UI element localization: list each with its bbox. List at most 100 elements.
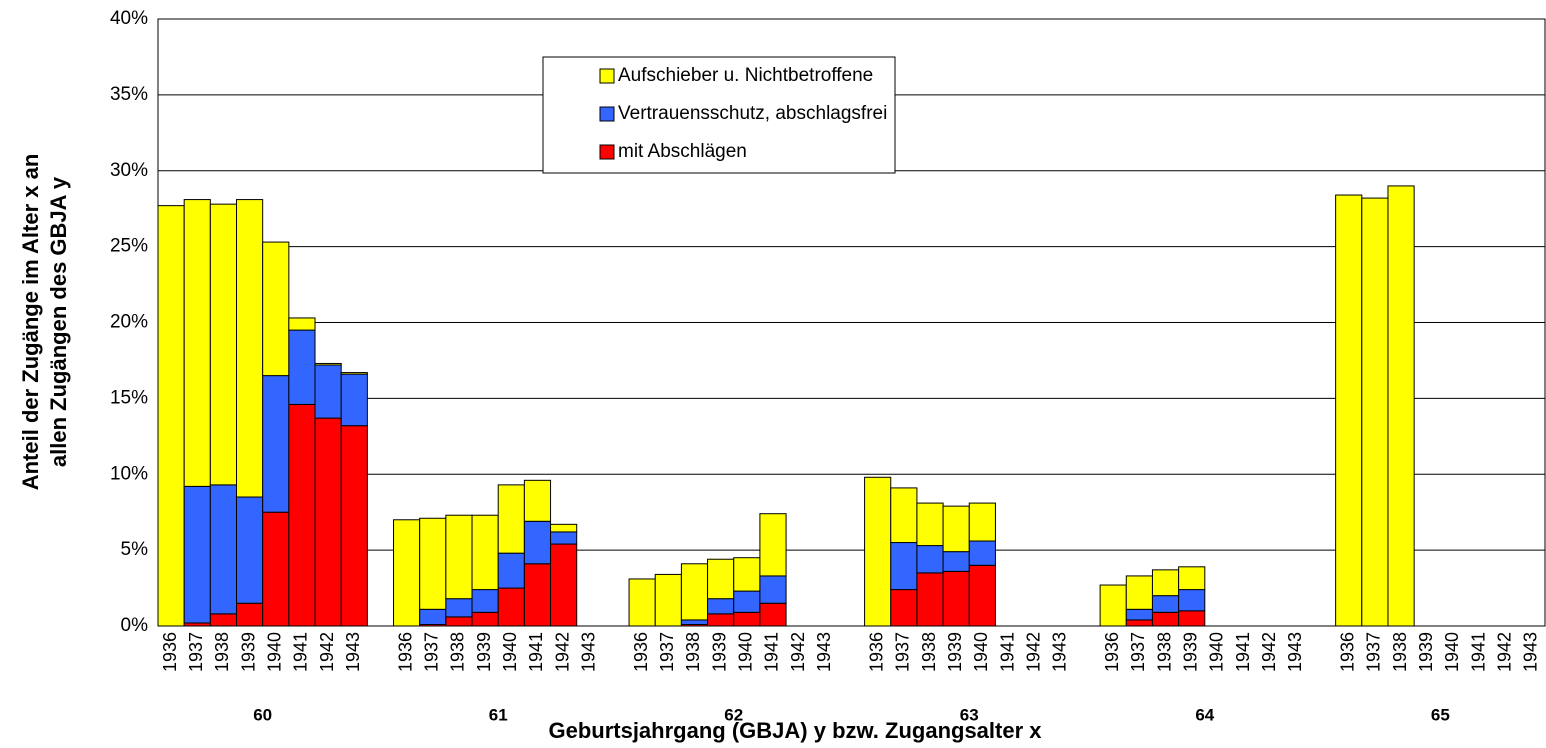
bar-segment [314, 362, 342, 366]
x-tick-label: 1940 [736, 632, 756, 672]
x-tick-label: 1936 [866, 632, 886, 672]
bar-segment [550, 523, 578, 533]
x-tick-label: 1938 [1390, 632, 1410, 672]
bar-segment [445, 616, 473, 627]
y-axis-title: Anteil der Zugänge im Alter x an [18, 154, 43, 491]
bar-segment [262, 375, 290, 513]
bar-segment [733, 611, 761, 627]
y-tick-label: 15% [110, 387, 148, 408]
x-tick-label: 1943 [1285, 632, 1305, 672]
bar-segment [654, 573, 682, 627]
bar-segment [236, 199, 264, 498]
group-label: 60 [253, 705, 272, 724]
x-tick-label: 1937 [186, 632, 206, 672]
group-label: 62 [724, 705, 743, 724]
bar-segment [236, 602, 264, 627]
y-axis-title: allen Zugängen des GBJA y [46, 176, 71, 467]
bar-segment [471, 589, 499, 613]
bar-segment [209, 203, 238, 486]
group-label: 61 [489, 705, 508, 724]
bar-segment [523, 563, 552, 627]
x-tick-label: 1936 [160, 632, 180, 672]
bar-segment [523, 520, 552, 565]
x-tick-label: 1938 [919, 632, 939, 672]
y-tick-label: 0% [121, 615, 149, 636]
bar-segment [1125, 575, 1153, 610]
x-tick-label: 1940 [1442, 632, 1462, 672]
bar-segment [262, 241, 290, 377]
plot-border [157, 18, 1546, 627]
x-tick-label: 1939 [238, 632, 258, 672]
y-tick-label: 5% [121, 539, 149, 560]
bar-segment [680, 563, 709, 621]
bar-segment [314, 417, 342, 627]
x-axis-title: Geburtsjahrgang (GBJA) y bzw. Zugangsalt… [548, 718, 1042, 743]
x-tick-label: 1942 [1259, 632, 1279, 672]
x-tick-label: 1940 [1207, 632, 1227, 672]
bar-segment [393, 519, 421, 627]
x-tick-label: 1939 [709, 632, 729, 672]
bar-segment [550, 543, 578, 627]
x-tick-label: 1942 [552, 632, 572, 672]
bar-segment [288, 317, 316, 331]
bar-segment [288, 329, 316, 405]
bar-segment [445, 598, 473, 618]
legend-swatch [599, 68, 615, 84]
bar-segment [890, 589, 918, 627]
x-tick-label: 1939 [1416, 632, 1436, 672]
y-tick-label: 30% [110, 160, 148, 181]
bar-segment [550, 531, 578, 545]
bar-segment [1125, 608, 1153, 621]
x-tick-label: 1943 [579, 632, 599, 672]
bar-segment [314, 364, 342, 419]
x-tick-label: 1940 [971, 632, 991, 672]
x-tick-label: 1941 [291, 632, 311, 672]
bar-segment [209, 613, 238, 627]
x-tick-label: 1941 [1233, 632, 1253, 672]
x-tick-label: 1939 [474, 632, 494, 672]
bar-segment [1335, 194, 1363, 627]
bar-segment [968, 502, 996, 542]
bar-segment [288, 403, 316, 627]
y-tick-label: 25% [110, 236, 148, 257]
bar-segment [1151, 569, 1180, 597]
y-tick-label: 35% [110, 84, 148, 105]
x-tick-label: 1936 [1102, 632, 1122, 672]
x-tick-label: 1941 [1468, 632, 1488, 672]
legend-label: Aufschieber u. Nichtbetroffene [618, 65, 873, 86]
bar-segment [707, 598, 735, 615]
x-tick-label: 1942 [788, 632, 808, 672]
x-tick-label: 1936 [631, 632, 651, 672]
x-tick-label: 1943 [1521, 632, 1541, 672]
bar-segment [890, 542, 918, 591]
x-tick-label: 1937 [657, 632, 677, 672]
legend-swatch [599, 144, 615, 160]
bar-segment [236, 496, 264, 604]
bar-segment [419, 608, 447, 625]
x-tick-label: 1943 [1050, 632, 1070, 672]
bar-segment [471, 514, 499, 591]
bar-segment [471, 611, 499, 627]
x-tick-label: 1942 [317, 632, 337, 672]
bar-segment [759, 575, 787, 604]
bar-segment [1178, 610, 1206, 627]
bar-segment [942, 551, 970, 572]
x-tick-label: 1936 [395, 632, 415, 672]
bar-segment [1151, 611, 1180, 627]
x-tick-label: 1938 [448, 632, 468, 672]
x-tick-label: 1939 [1180, 632, 1200, 672]
bar-segment [759, 602, 787, 627]
bar-segment [942, 570, 970, 627]
x-tick-label: 1941 [997, 632, 1017, 672]
legend: Aufschieber u. Nichtbetroffene Vertrauens… [542, 56, 896, 174]
bar-segment [1178, 589, 1206, 612]
bar-segment [523, 479, 552, 522]
x-tick-label: 1943 [343, 632, 363, 672]
bar-segment [1178, 566, 1206, 591]
legend-label: Vertrauensschutz, abschlagsfrei [618, 103, 887, 124]
bar-segment [209, 484, 238, 615]
bar-segment [340, 425, 368, 627]
bar-segment [1151, 595, 1180, 613]
x-tick-label: 1937 [893, 632, 913, 672]
bar-segment [157, 205, 185, 627]
